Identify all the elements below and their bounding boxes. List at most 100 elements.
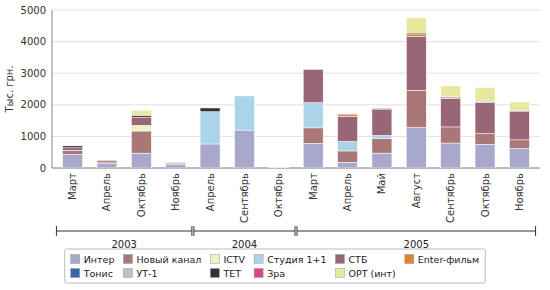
x-tick-label: Ноябрь — [514, 173, 525, 211]
bar-segment — [97, 160, 117, 162]
legend-label: Интер — [84, 254, 115, 265]
bar-segment — [441, 98, 461, 126]
bar-segment — [406, 90, 426, 127]
bar-segment — [441, 86, 461, 97]
legend-item: СТБ — [335, 254, 367, 265]
bar-segment — [131, 153, 151, 168]
bar-segment — [200, 112, 220, 144]
legend-swatch — [123, 255, 132, 264]
bar-segment — [269, 167, 289, 168]
bar-segment — [200, 107, 220, 108]
bar-segment — [475, 102, 495, 103]
bar-segment — [97, 160, 117, 161]
bar-segment — [372, 139, 392, 154]
bar-segment — [372, 153, 392, 168]
bar-segment — [200, 107, 220, 108]
bar-segment — [234, 95, 254, 96]
bar-segment — [338, 116, 358, 141]
bar-segment — [166, 162, 186, 163]
bar-segment — [338, 113, 358, 115]
bar-segment — [372, 110, 392, 136]
legend-item: ОРТ (инт) — [335, 268, 395, 279]
legend-label: Новый канал — [136, 254, 201, 265]
legend-swatch — [405, 255, 414, 264]
bar-segment — [269, 167, 289, 168]
grid-line — [52, 73, 540, 74]
bar-segment — [509, 111, 529, 112]
x-tick-label: Март — [67, 173, 78, 200]
legend-label: ICTV — [223, 254, 245, 265]
bar-segment — [63, 145, 83, 146]
bar-segment — [166, 163, 186, 164]
bar-segment — [303, 69, 323, 70]
y-tick-label: 1000 — [21, 131, 46, 142]
bar-segment — [303, 103, 323, 128]
y-tick-label: 2000 — [21, 99, 46, 110]
bar-segment — [372, 108, 392, 109]
grid-line — [52, 10, 540, 11]
bar-segment — [234, 95, 254, 96]
group-bracket — [56, 231, 191, 232]
bar-segment — [166, 163, 186, 164]
x-tick-label: Апрель — [101, 173, 112, 211]
bars — [63, 18, 530, 168]
group-bracket — [297, 231, 536, 232]
bar-segment — [166, 162, 186, 163]
bar-segment — [303, 69, 323, 102]
bar-segment — [97, 160, 117, 161]
bar-segment — [475, 87, 495, 101]
legend-item: Интер — [71, 254, 115, 265]
grid-line — [52, 41, 540, 42]
bar-segment — [97, 164, 117, 168]
x-tick-label: Октябрь — [136, 173, 147, 217]
bar-segment — [303, 69, 323, 70]
legend-label: УТ-1 — [136, 268, 157, 279]
legend-item: ТЕТ — [210, 268, 241, 279]
bar-segment — [372, 109, 392, 110]
bar-segment — [166, 162, 186, 163]
bar-segment — [234, 95, 254, 96]
bar-segment — [441, 97, 461, 99]
bar-segment — [200, 144, 220, 168]
legend-swatch — [71, 269, 80, 278]
bar-segment — [509, 111, 529, 112]
x-tick-label: Сентябрь — [445, 173, 456, 223]
group-label: 2005 — [404, 239, 429, 250]
legend-label: Зра — [267, 268, 285, 279]
group-label: 2004 — [232, 239, 257, 250]
bar-segment — [131, 117, 151, 125]
legend-item: Студия 1+1 — [254, 254, 326, 265]
bar-segment — [338, 162, 358, 168]
y-axis-label: Тыс. грн. — [4, 65, 15, 113]
bar-segment — [166, 162, 186, 163]
bar-segment — [166, 162, 186, 163]
legend-swatch — [335, 269, 344, 278]
bar-segment — [131, 110, 151, 115]
bar-segment — [372, 108, 392, 110]
bar-segment — [303, 128, 323, 143]
y-tick-label: 5000 — [21, 5, 46, 16]
bar-segment — [269, 167, 289, 168]
bar-segment — [97, 160, 117, 161]
legend-swatch — [254, 255, 263, 264]
x-tick-label: Сентябрь — [239, 173, 250, 223]
bar-segment — [303, 69, 323, 70]
bar-segment — [372, 135, 392, 138]
bar-segment — [303, 69, 323, 70]
bar-segment — [509, 111, 529, 139]
bar-segment — [269, 167, 289, 168]
bar-segment — [372, 109, 392, 110]
y-axis-line — [52, 10, 53, 168]
bar-segment — [63, 146, 83, 148]
bar-segment — [475, 102, 495, 103]
bar-segment — [338, 114, 358, 115]
grid-line — [52, 136, 540, 137]
bar-segment — [166, 163, 186, 165]
bar-segment — [406, 18, 426, 33]
bar-segment — [269, 167, 289, 168]
bar-segment — [303, 69, 323, 70]
x-tick-label: Август — [411, 173, 422, 208]
bar-segment — [200, 108, 220, 112]
bar-segment — [338, 114, 358, 115]
bar-segment — [131, 125, 151, 131]
